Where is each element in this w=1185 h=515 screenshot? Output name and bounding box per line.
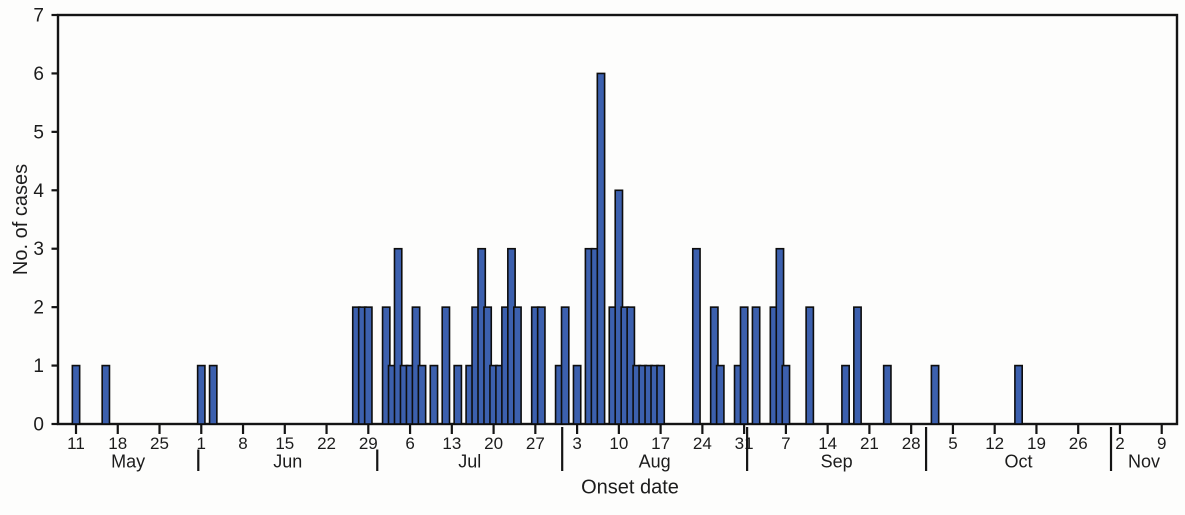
case-bar [512,306,522,425]
case-bar [196,364,206,425]
case-bar [71,364,81,425]
x-tick-label: 6 [405,434,414,453]
month-label: Oct [1005,452,1033,472]
case-bar [429,364,439,425]
case-bar [841,364,850,425]
x-tick-label: 29 [359,434,378,453]
case-bar [781,364,791,425]
case-bar [775,247,785,425]
x-tick-label: 7 [781,434,790,453]
month-label: Jul [458,452,481,472]
month-label: May [111,452,145,472]
x-tick-label: 5 [948,434,957,453]
x-tick-label: 31 [735,434,754,453]
y-tick-label: 7 [33,6,44,27]
x-tick-label: 9 [1157,434,1166,453]
x-tick-label: 22 [317,434,336,453]
x-tick-label: 14 [818,434,837,453]
case-bar [208,364,218,425]
case-bar [417,364,427,425]
y-tick-label: 6 [33,64,44,85]
x-tick-label: 13 [442,434,461,453]
x-tick-label: 1 [197,434,206,453]
y-tick-label: 3 [33,239,44,260]
x-axis-title: Onset date [581,477,679,499]
y-tick-label: 2 [33,298,44,319]
x-tick-label: 25 [150,434,169,453]
case-bar [930,364,940,425]
case-bar [453,364,463,425]
y-tick-label: 4 [33,181,44,202]
case-bar [656,364,666,425]
case-bar [393,247,403,425]
x-tick-label: 17 [651,434,670,453]
case-bar [441,306,451,425]
y-tick-label: 0 [33,415,44,436]
x-tick-label: 10 [609,434,628,453]
y-tick-label: 5 [33,122,44,143]
x-tick-label: 27 [526,434,545,453]
x-tick-label: 21 [860,434,879,453]
x-tick-label: 2 [1115,434,1124,453]
y-axis-title: No. of cases [10,164,32,275]
x-tick-label: 8 [238,434,247,453]
x-tick-label: 20 [484,434,503,453]
x-tick-label: 28 [902,434,921,453]
month-label: Aug [639,452,671,472]
case-bar [739,306,749,425]
case-bar [560,306,570,425]
case-bar [691,247,701,425]
case-bar [805,306,815,425]
case-bar [853,306,862,425]
x-tick-label: 24 [693,434,712,453]
x-tick-label: 15 [275,434,294,453]
x-tick-label: 3 [572,434,581,453]
month-label: Jun [273,452,302,472]
x-tick-label: 18 [108,434,127,453]
case-bar [101,364,111,425]
x-tick-label: 26 [1069,434,1088,453]
x-tick-label: 11 [67,434,85,453]
case-bar [572,364,582,425]
x-tick-label: 12 [985,434,1004,453]
case-bar [751,306,761,425]
month-label: Nov [1128,452,1160,472]
case-bar [363,306,373,425]
x-tick-label: 19 [1027,434,1046,453]
case-bar [882,364,892,425]
case-bar [536,306,546,425]
case-bar [715,364,725,425]
case-bar [596,72,606,425]
case-bar [1014,364,1023,425]
y-tick-label: 1 [33,356,44,377]
month-label: Sep [821,452,853,472]
